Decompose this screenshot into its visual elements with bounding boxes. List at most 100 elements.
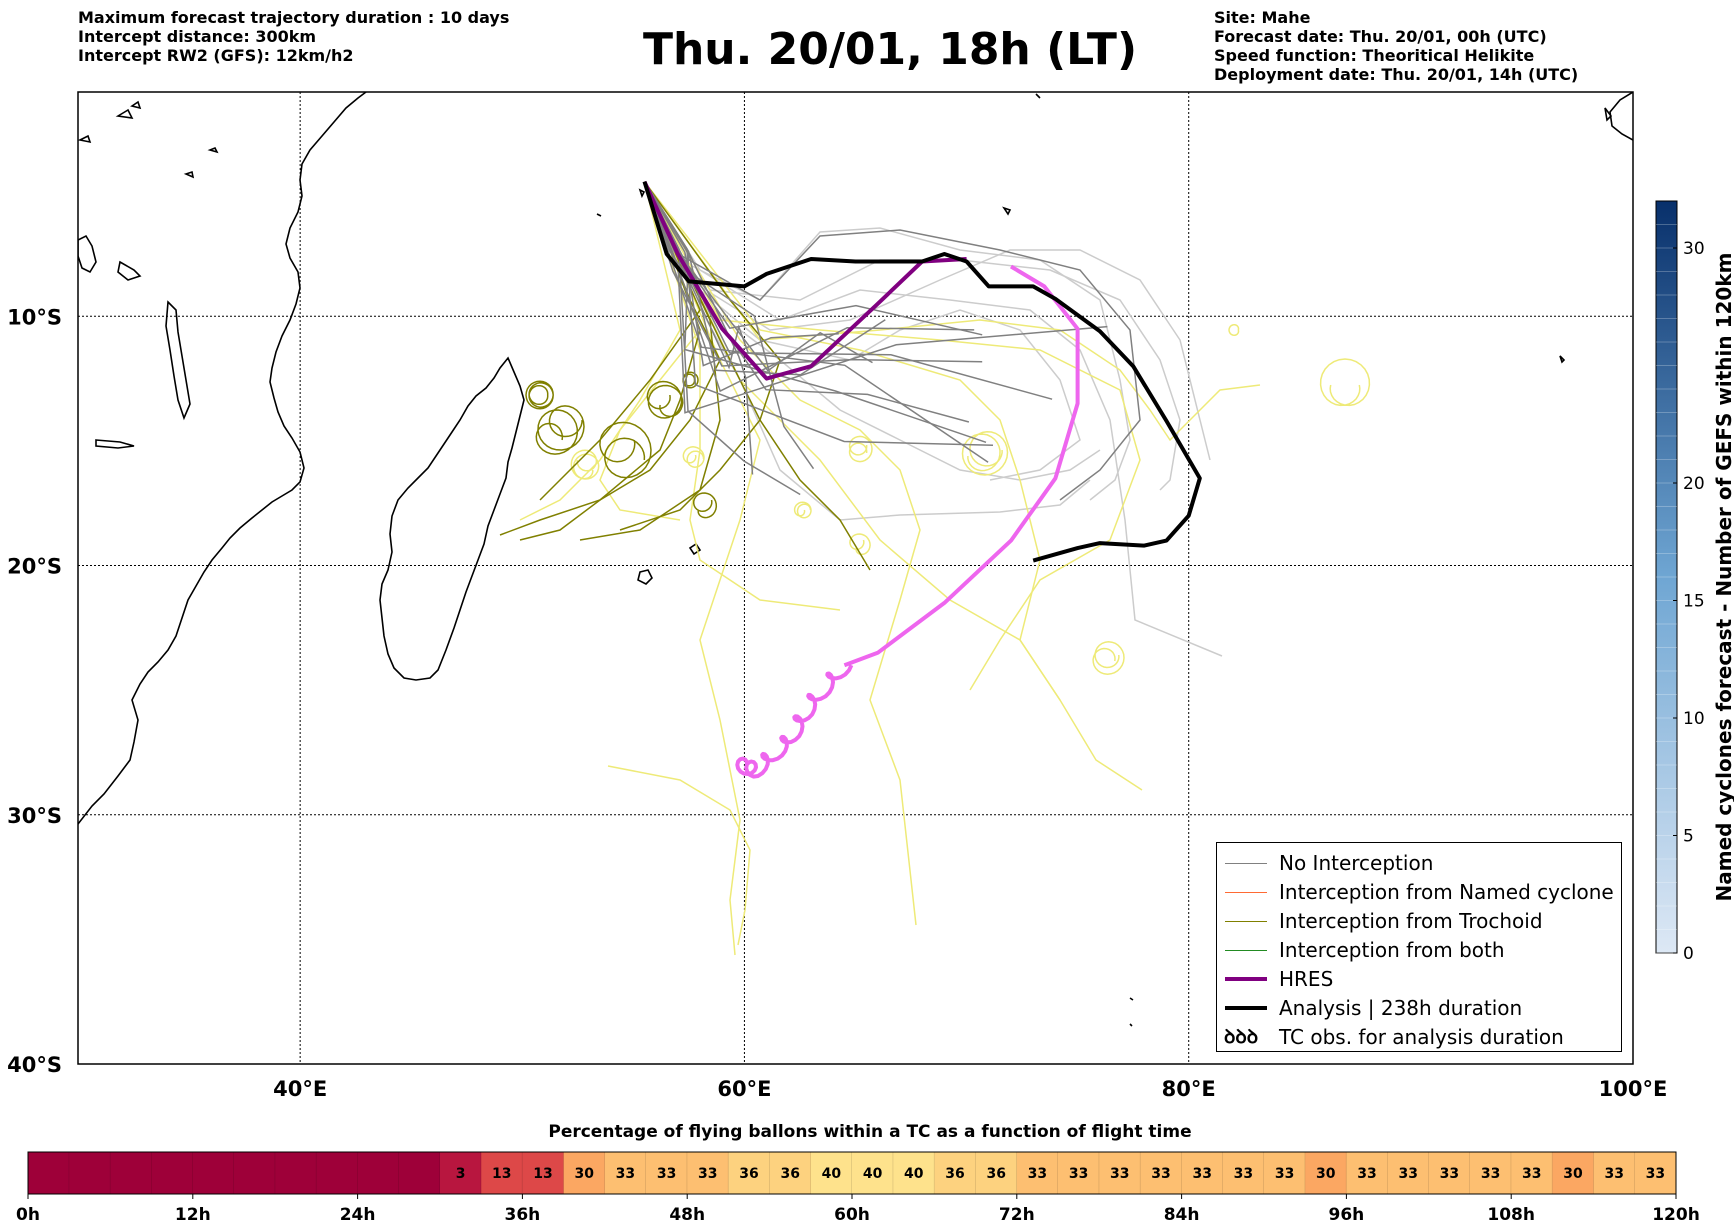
- ensemble-loop-olive: [599, 421, 652, 479]
- lake-malawi: [165, 300, 191, 421]
- percentage-cell-label: 30: [1316, 1166, 1336, 1182]
- africa-coastline: [78, 92, 367, 825]
- percentage-bar-tick-label: 96h: [1329, 1205, 1365, 1223]
- ensemble-loop-olive: [692, 492, 718, 519]
- percentage-bar-tick-label: 12h: [175, 1205, 211, 1223]
- main-tracks: [642, 180, 1202, 779]
- percentage-cell-label: 13: [492, 1166, 511, 1182]
- ensemble-loop-yellow: [1228, 323, 1240, 337]
- intercept-rw2-text: Intercept RW2 (GFS): 12km/h2: [78, 46, 354, 65]
- forecast-date-text: Forecast date: Thu. 20/01, 00h (UTC): [1214, 27, 1547, 46]
- percentage-cell: [1634, 1152, 1677, 1194]
- cyclone-colorbar: 0 5 10 15 20 30 Named cyclones forecast - Num…: [1655, 200, 1734, 964]
- legend-swatch-black: [1225, 1006, 1267, 1010]
- percentage-cell: [1058, 1152, 1100, 1194]
- ensemble-track-yellow: [643, 181, 1141, 691]
- analysis-track: [642, 181, 1202, 563]
- percentage-cell-label: 33: [616, 1166, 635, 1182]
- ensemble-track-gray: [643, 181, 1108, 414]
- percentage-cell: [1511, 1152, 1553, 1194]
- colorbar-tick-label: 20: [1683, 474, 1705, 494]
- australia-coastline: [1609, 92, 1633, 141]
- legend-swatch-gray: [1225, 863, 1267, 864]
- percentage-cell: [975, 1152, 1018, 1194]
- percentage-cell: [1140, 1152, 1183, 1194]
- percentage-cell: [852, 1152, 894, 1194]
- percentage-bar-tick-label: 72h: [999, 1205, 1035, 1223]
- percentage-cell-label: 33: [1440, 1166, 1459, 1182]
- lon-tick-label: 100°E: [1599, 1077, 1668, 1101]
- map-gridlines: [78, 92, 1633, 1064]
- percentage-cell: [110, 1152, 153, 1194]
- percentage-cell: [1222, 1152, 1265, 1194]
- ensemble-loop-yellow: [848, 435, 873, 463]
- ensemble-track-gray: [643, 181, 975, 393]
- percentage-cell: [893, 1152, 935, 1194]
- percentage-cell-label: 33: [1481, 1166, 1500, 1182]
- ensemble-loop-yellow: [793, 501, 812, 519]
- percentage-bar-ticks: 0h 12h 24h 36h 48h 60h 72h 84h 96h 108h 120h: [16, 1194, 1700, 1223]
- percentage-cell-label: 33: [1234, 1166, 1253, 1182]
- percentage-cell-label: 33: [698, 1166, 717, 1182]
- legend-swatch-purple: [1225, 977, 1267, 981]
- ensemble-track-yellow: [643, 181, 841, 611]
- ensemble-loop-olive: [535, 405, 585, 455]
- percentage-bar-tick-label: 36h: [505, 1205, 541, 1223]
- lon-tick-label: 60°E: [717, 1077, 771, 1101]
- percentage-cell-label: 36: [739, 1166, 758, 1182]
- percentage-cell: [1470, 1152, 1512, 1194]
- legend-item-tc-obs: ꝺꝺꝺ TC obs. for analysis duration: [1217, 1023, 1621, 1051]
- percentage-cell-label: 13: [533, 1166, 552, 1182]
- colorbar-tick-label: 0: [1683, 944, 1694, 964]
- percentage-cell: [604, 1152, 647, 1194]
- legend-item-hres: HRES: [1217, 965, 1621, 993]
- percentage-cell-label: 36: [986, 1166, 1005, 1182]
- deployment-date-text: Deployment date: Thu. 20/01, 14h (UTC): [1214, 65, 1579, 84]
- percentage-cell: [934, 1152, 977, 1194]
- percentage-cell: [810, 1152, 853, 1194]
- percentage-cell: [769, 1152, 812, 1194]
- percentage-cell: [1593, 1152, 1636, 1194]
- legend-label: TC obs. for analysis duration: [1279, 1025, 1564, 1049]
- colorbar-tick-label: 30: [1683, 239, 1705, 259]
- colorbar-ticks: 0 5 10 15 20 30: [1673, 239, 1705, 964]
- legend-label: Interception from Trochoid: [1279, 909, 1543, 933]
- ensemble-track-yellow: [607, 765, 751, 946]
- percentage-cell: [1552, 1152, 1595, 1194]
- colorbar-tick-label: 10: [1683, 709, 1705, 729]
- percentage-cell: [440, 1152, 482, 1194]
- ensemble-track-yellow: [643, 181, 1143, 791]
- percentage-cell-label: 33: [1398, 1166, 1417, 1182]
- map-tick-labels: 40°E 60°E 80°E 100°E 10°S 20°S 30°S 40°S: [7, 305, 1667, 1101]
- percentage-cell: [646, 1152, 688, 1194]
- speed-function-text: Speed function: Theoritical Helikite: [1214, 46, 1535, 65]
- east-islands: [1129, 107, 1613, 1027]
- ensemble-track-yellow: [643, 181, 761, 956]
- percentage-cell: [1387, 1152, 1430, 1194]
- ensemble-yellow-tracks: [519, 181, 1371, 956]
- percentage-bar-title: Percentage of flying ballons within a TC…: [548, 1122, 1191, 1142]
- percentage-cell-label: 33: [1275, 1166, 1294, 1182]
- intercept-distance-text: Intercept distance: 300km: [78, 27, 317, 46]
- legend-swatch-olive: [1225, 921, 1267, 922]
- percentage-cell-label: 33: [657, 1166, 676, 1182]
- legend-label: Interception from both: [1279, 938, 1505, 962]
- percentage-cell: [69, 1152, 111, 1194]
- legend-item-trochoid: Interception from Trochoid: [1217, 907, 1621, 935]
- percentage-cell-label: 33: [1604, 1166, 1623, 1182]
- tc-obs-track: [735, 664, 854, 779]
- ensemble-loop-yellow: [961, 430, 1009, 476]
- percentage-cell-label: 30: [574, 1166, 594, 1182]
- header-right-info: Site: Mahe Forecast date: Thu. 20/01, 00…: [1214, 8, 1578, 84]
- percentage-cell: [1346, 1152, 1389, 1194]
- colorbar-bands: [1656, 224, 1677, 954]
- percentage-cell-label: 33: [1110, 1166, 1129, 1182]
- ensemble-loop-yellow: [1319, 358, 1371, 407]
- percentage-cell: [1181, 1152, 1224, 1194]
- percentage-cell-label: 33: [1357, 1166, 1376, 1182]
- percentage-cell: [316, 1152, 359, 1194]
- percentage-cell-label: 3: [456, 1166, 466, 1182]
- percentage-cell: [28, 1152, 70, 1194]
- percentage-cell-label: 33: [1192, 1166, 1211, 1182]
- percentage-cell: [151, 1152, 194, 1194]
